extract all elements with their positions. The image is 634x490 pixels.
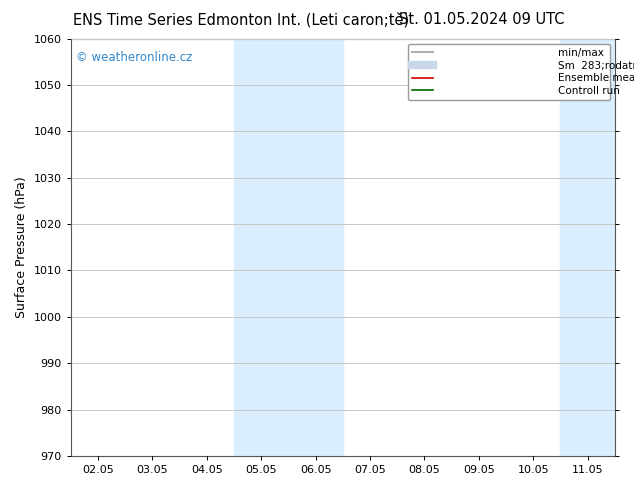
Y-axis label: Surface Pressure (hPa): Surface Pressure (hPa) [15, 176, 28, 318]
Text: St. 01.05.2024 09 UTC: St. 01.05.2024 09 UTC [399, 12, 565, 27]
Text: ENS Time Series Edmonton Int. (Leti caron;tě): ENS Time Series Edmonton Int. (Leti caro… [73, 12, 409, 28]
Text: © weatheronline.cz: © weatheronline.cz [76, 51, 193, 64]
Bar [560, 39, 634, 456]
Bar [234, 39, 343, 456]
Legend: min/max, Sm  283;rodatn acute; odchylka, Ensemble mean run, Controll run: min/max, Sm 283;rodatn acute; odchylka, … [408, 44, 610, 100]
